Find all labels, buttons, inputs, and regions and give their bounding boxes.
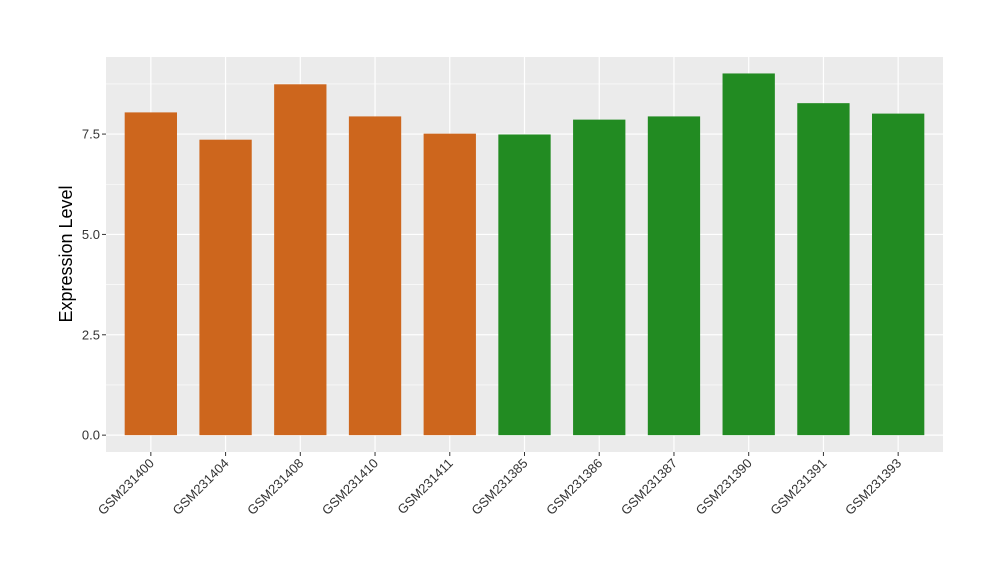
bar-GSM231400 bbox=[124, 112, 177, 436]
x-tick-label: GSM231400 bbox=[95, 456, 157, 518]
y-axis-title: Expression Level bbox=[56, 185, 76, 322]
y-tick-label: 5.0 bbox=[82, 227, 100, 242]
bar-GSM231385 bbox=[498, 134, 551, 436]
x-tick-label: GSM231385 bbox=[468, 456, 530, 518]
bar-GSM231387 bbox=[647, 116, 701, 436]
bar-GSM231390 bbox=[722, 73, 775, 436]
bar-GSM231404 bbox=[199, 139, 252, 436]
y-tick-label: 0.0 bbox=[82, 428, 100, 443]
bars bbox=[124, 73, 925, 436]
x-tick-label: GSM231391 bbox=[767, 456, 829, 518]
x-tick-label: GSM231387 bbox=[618, 456, 680, 518]
x-tick-label: GSM231393 bbox=[842, 456, 904, 518]
x-tick-label: GSM231390 bbox=[693, 456, 755, 518]
y-tick-label: 7.5 bbox=[82, 127, 100, 142]
bar-GSM231391 bbox=[797, 103, 850, 436]
x-tick-label: GSM231386 bbox=[543, 456, 605, 518]
bar-GSM231386 bbox=[573, 119, 626, 436]
bar-GSM231408 bbox=[274, 84, 327, 436]
y-axis: 0.0 2.5 5.0 7.5 bbox=[82, 127, 106, 443]
x-tick-label: GSM231411 bbox=[394, 456, 456, 518]
bar-GSM231393 bbox=[872, 113, 925, 436]
y-tick-label: 2.5 bbox=[82, 327, 100, 342]
x-axis: GSM231400 GSM231404 GSM231408 GSM231410 GSM2… bbox=[95, 452, 904, 518]
bar-GSM231411 bbox=[423, 133, 476, 436]
x-tick-label: GSM231410 bbox=[319, 456, 381, 518]
bar-GSM231410 bbox=[348, 116, 402, 436]
x-tick-label: GSM231404 bbox=[169, 456, 231, 518]
x-tick-label: GSM231408 bbox=[244, 456, 306, 518]
